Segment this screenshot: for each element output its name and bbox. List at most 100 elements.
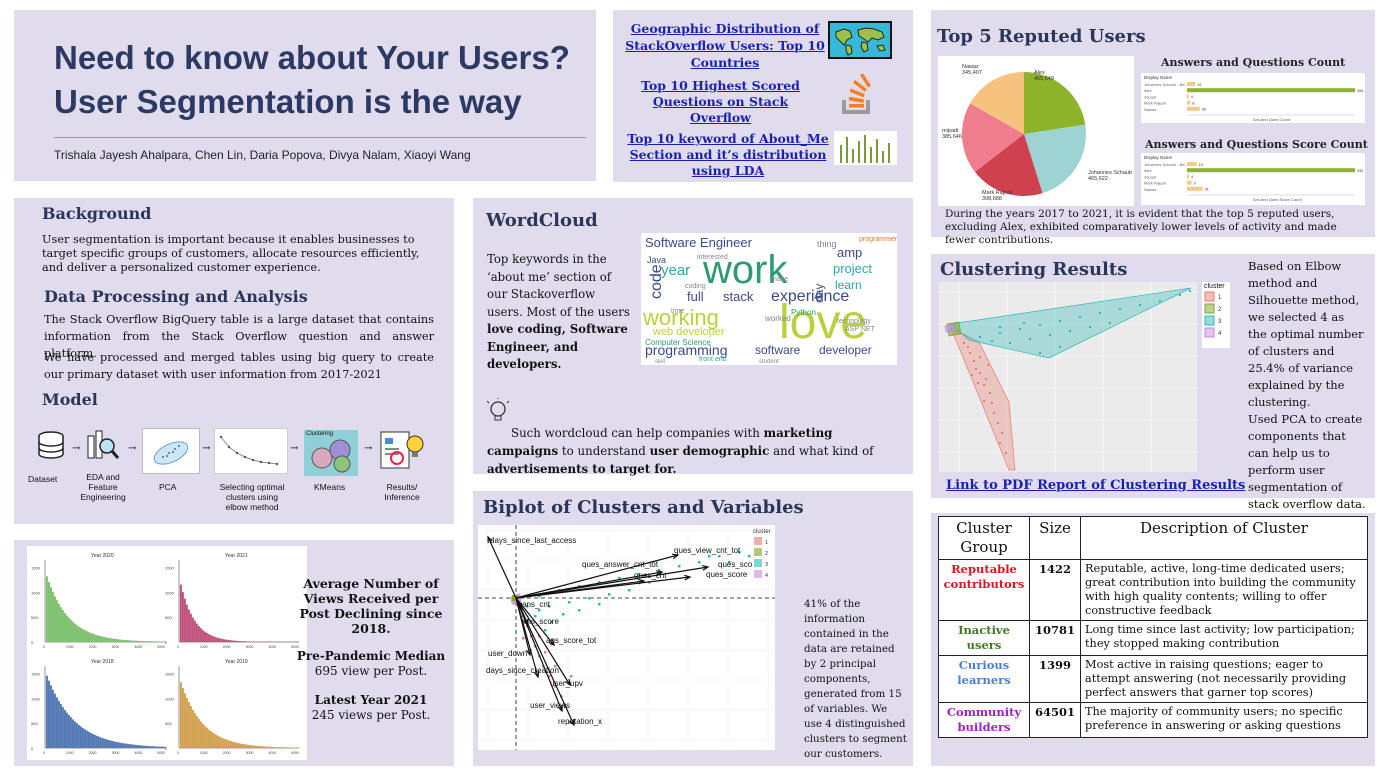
histogram-bar bbox=[213, 636, 216, 643]
histogram-bar bbox=[193, 620, 196, 643]
histogram-bar bbox=[147, 641, 150, 643]
cluster-point bbox=[1119, 308, 1121, 310]
biplot-point bbox=[544, 629, 547, 632]
biplot-point bbox=[608, 593, 611, 596]
variable-label: reputation_x bbox=[558, 717, 602, 726]
background-heading: Background bbox=[42, 204, 152, 223]
cluster-point bbox=[985, 378, 987, 380]
x-tick-label: 3000 bbox=[246, 645, 254, 649]
histogram-bar bbox=[55, 697, 58, 749]
biplot-point bbox=[554, 685, 557, 688]
x-tick-label: 5000 bbox=[157, 645, 165, 649]
wordcloud-word: programming bbox=[645, 342, 727, 358]
lda-chart-thumbnail bbox=[834, 131, 897, 165]
histogram-title: Year 2018 bbox=[91, 659, 114, 665]
histogram-bar bbox=[119, 742, 122, 749]
histogram-bar bbox=[61, 707, 64, 749]
arrow-icon: → bbox=[364, 443, 373, 454]
wordcloud-word: web developer bbox=[652, 326, 725, 338]
histogram-bar bbox=[181, 688, 184, 749]
histogram-bar bbox=[111, 638, 114, 643]
histogram-bar bbox=[69, 619, 72, 643]
histogram-bar bbox=[215, 637, 218, 643]
histogram-bar bbox=[81, 727, 84, 749]
variable-label: days_since_last_access bbox=[490, 536, 576, 545]
cluster-description-cell: Most active in raising questions; eager … bbox=[1080, 655, 1368, 703]
histogram-bar bbox=[75, 723, 78, 749]
cluster-point bbox=[969, 352, 971, 354]
cluster-point bbox=[973, 360, 975, 362]
histogram-bar bbox=[151, 641, 154, 643]
cluster-point bbox=[975, 368, 977, 370]
histogram-bar bbox=[209, 731, 212, 749]
biplot-legend-key bbox=[754, 570, 762, 578]
bar bbox=[1187, 168, 1355, 173]
variable-label: ques_score_tot bbox=[718, 560, 773, 569]
biplot-point bbox=[588, 597, 591, 600]
histogram-bar bbox=[139, 640, 142, 643]
cluster-size-cell: 64501 bbox=[1029, 702, 1081, 738]
histogram-bar bbox=[91, 633, 94, 643]
x-tick-label: 3000 bbox=[112, 645, 120, 649]
histogram-bar bbox=[49, 587, 52, 643]
histogram-bar bbox=[85, 730, 88, 749]
histogram-bar bbox=[57, 603, 60, 643]
processing-heading: Data Processing and Analysis bbox=[44, 287, 308, 306]
cluster-point bbox=[1189, 290, 1191, 292]
x-tick-label: 1000 bbox=[200, 751, 208, 755]
histogram-bar bbox=[245, 744, 248, 749]
clustering-text-2: Used PCA to create components that can h… bbox=[1248, 412, 1366, 511]
histogram-bar bbox=[65, 712, 68, 749]
histogram-bar bbox=[215, 735, 218, 749]
histogram-bar bbox=[73, 623, 76, 643]
top-questions-link[interactable]: Top 10 Highest Scored Questions on Stack… bbox=[641, 78, 800, 125]
histogram-bar bbox=[131, 744, 134, 749]
histogram-bar bbox=[129, 640, 132, 643]
histogram-bar bbox=[111, 741, 114, 749]
wordcloud-description: Top keywords in the ‘about me’ section o… bbox=[487, 251, 633, 374]
pie-label: Alex bbox=[1034, 70, 1045, 76]
histogram-bar bbox=[97, 736, 100, 749]
cluster-point bbox=[979, 372, 981, 374]
cluster-point bbox=[997, 422, 999, 424]
wordcloud-word: Python bbox=[791, 308, 816, 317]
histogram-bar bbox=[137, 640, 140, 643]
cluster-point bbox=[993, 412, 995, 414]
histogram-bar bbox=[211, 636, 214, 643]
wordcloud-word: thing bbox=[817, 239, 837, 249]
pdf-report-link[interactable]: Link to PDF Report of Clustering Results bbox=[946, 478, 1246, 493]
histogram-bar bbox=[75, 625, 78, 643]
histogram-bar bbox=[189, 613, 192, 643]
cluster-size-cell: 1422 bbox=[1029, 559, 1081, 621]
pie-slice bbox=[962, 103, 1024, 172]
histogram-bar bbox=[145, 641, 148, 643]
display-name-header: Display Name bbox=[1144, 155, 1173, 160]
results-lightbulb-icon bbox=[380, 431, 424, 469]
wordcloud-description-bold: love coding, Software Engineer, and deve… bbox=[487, 322, 628, 371]
processing-text-2: We have processed and merged tables usin… bbox=[44, 351, 434, 381]
histogram-bar bbox=[137, 745, 140, 749]
clustering-heading: Clustering Results bbox=[940, 259, 1128, 280]
histogram-bar bbox=[141, 641, 144, 643]
y-tick-label: 1500 bbox=[31, 671, 41, 676]
loading-arrow bbox=[515, 597, 563, 712]
pca-scatter-icon bbox=[153, 441, 189, 465]
bar-value-label: 30 bbox=[1202, 108, 1206, 112]
x-tick-label: 0 bbox=[43, 645, 45, 649]
pie-value: 385,646 bbox=[942, 134, 962, 140]
background-panel: Background User segmentation is importan… bbox=[14, 198, 454, 524]
histogram-bar bbox=[135, 745, 138, 749]
x-tick-label: 0 bbox=[43, 751, 45, 755]
geo-distribution-link[interactable]: Geographic Distribution of StackOverflow… bbox=[625, 21, 825, 70]
bar-category-label: Alex bbox=[1144, 88, 1152, 93]
histogram-title: Year 2020 bbox=[91, 553, 114, 559]
keyword-lda-link[interactable]: Top 10 keyword of About_Me Section and i… bbox=[627, 131, 829, 178]
y-tick-label: 1000 bbox=[31, 696, 41, 701]
wordcloud-tip: Such wordcloud can help companies with m… bbox=[486, 396, 905, 478]
histogram-bar bbox=[187, 609, 190, 643]
top5-heading: Top 5 Reputed Users bbox=[937, 26, 1146, 47]
cluster-point bbox=[977, 382, 979, 384]
y-tick-label: 0 bbox=[31, 640, 34, 645]
histogram-bar bbox=[199, 628, 202, 643]
